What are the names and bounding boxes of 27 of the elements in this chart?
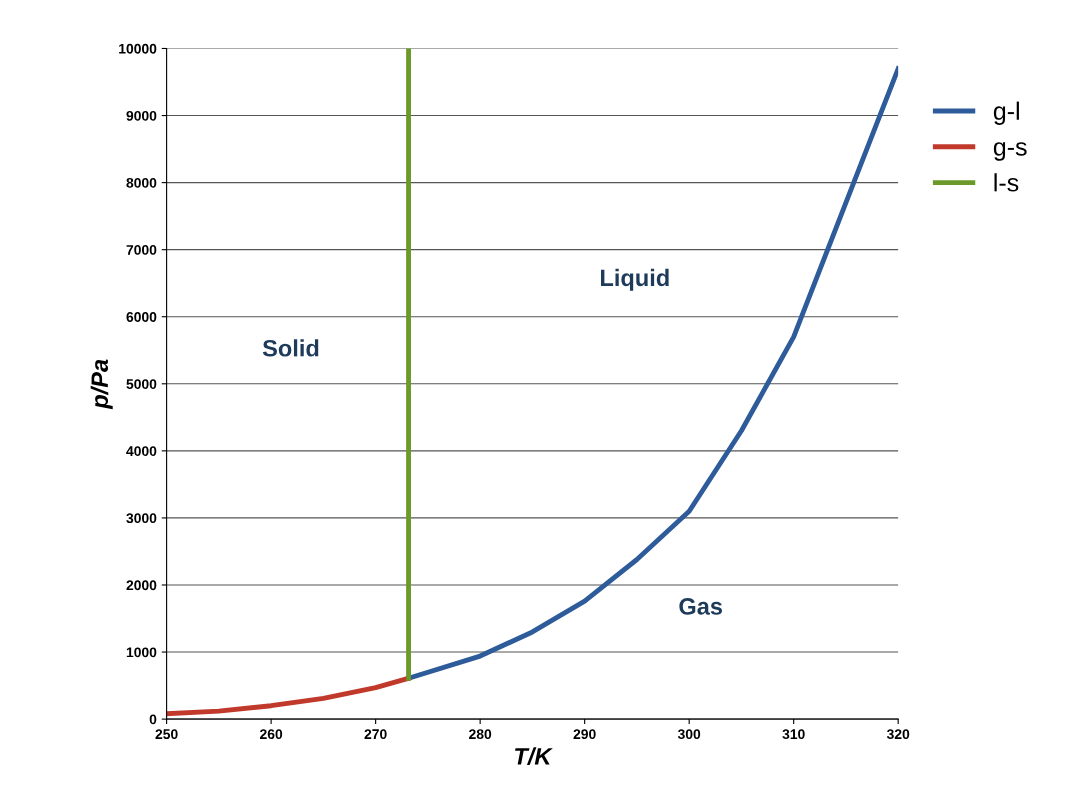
x-tick-label: 310 bbox=[782, 729, 805, 740]
y-axis-title: p/Pa bbox=[90, 359, 113, 410]
y-tick-label: 9000 bbox=[126, 110, 157, 121]
x-tick-label: 270 bbox=[364, 729, 387, 740]
x-axis-title: T/K bbox=[515, 747, 553, 765]
annotation: Liquid bbox=[601, 268, 669, 291]
x-tick-label: 250 bbox=[155, 729, 178, 740]
x-tick-label: 280 bbox=[469, 729, 492, 740]
y-tick-label: 4000 bbox=[126, 446, 157, 457]
x-tick-label: 260 bbox=[260, 729, 283, 740]
y-tick-label: 1000 bbox=[126, 647, 157, 658]
y-tick-label: 7000 bbox=[126, 245, 157, 255]
y-tick-label: 3000 bbox=[126, 513, 157, 524]
y-tick-label: 10000 bbox=[119, 43, 157, 54]
y-tick-label: 6000 bbox=[126, 312, 157, 322]
y-tick-label: 5000 bbox=[126, 379, 157, 389]
x-tick-label: 320 bbox=[886, 729, 910, 740]
y-tick-label: 0 bbox=[149, 714, 157, 725]
y-tick-label: 2000 bbox=[126, 580, 157, 591]
annotation: Gas bbox=[679, 598, 723, 615]
legend-label: g-s bbox=[993, 142, 1027, 161]
legend-label: g-l bbox=[993, 101, 1019, 125]
annotation: Solid bbox=[262, 339, 319, 357]
x-tick-label: 300 bbox=[677, 729, 701, 740]
y-tick-label: 8000 bbox=[126, 177, 157, 188]
legend-label: l-s bbox=[994, 173, 1019, 192]
x-tick-label: 290 bbox=[573, 729, 596, 740]
